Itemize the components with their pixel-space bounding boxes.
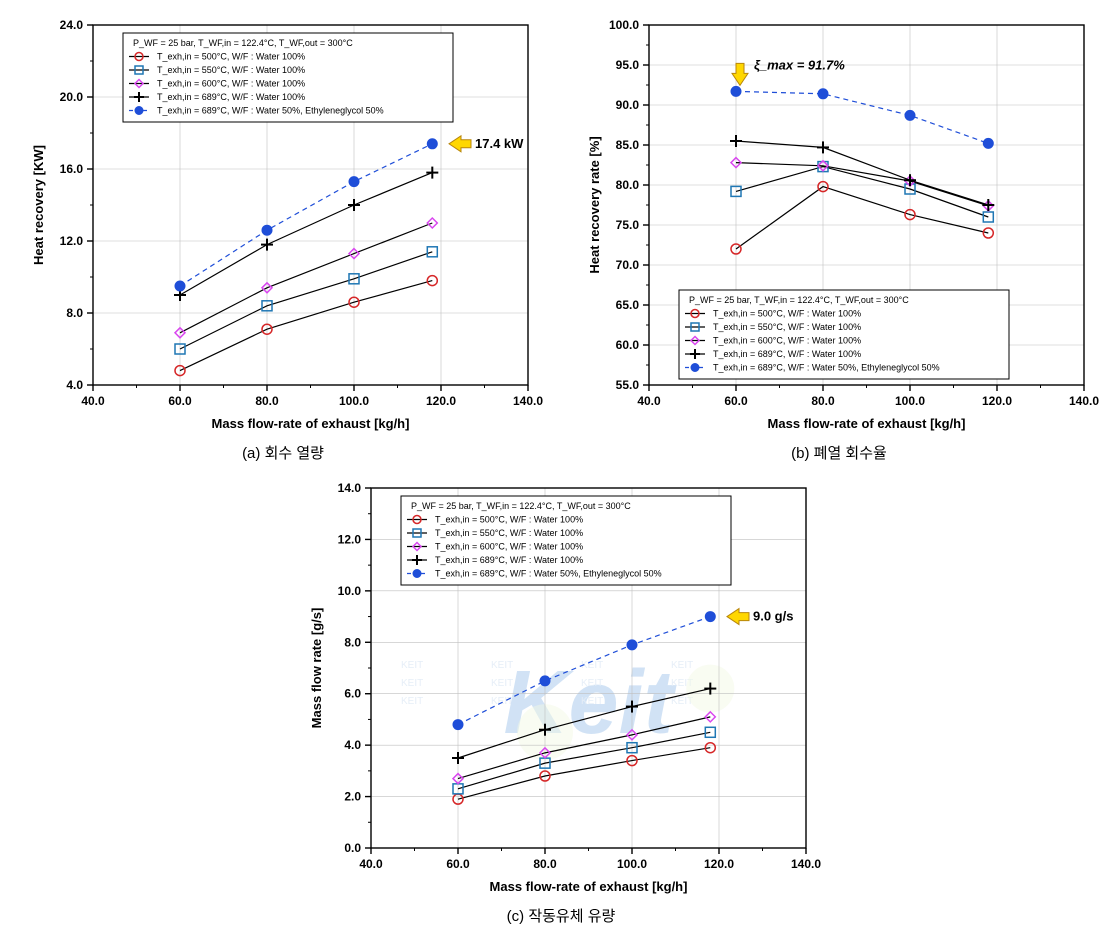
svg-text:KEIT: KEIT: [491, 660, 513, 671]
svg-text:20.0: 20.0: [60, 90, 84, 104]
svg-text:60.0: 60.0: [616, 338, 640, 352]
svg-text:40.0: 40.0: [637, 394, 661, 408]
svg-text:Mass flow-rate of exhaust [kg/: Mass flow-rate of exhaust [kg/h]: [490, 879, 688, 894]
svg-text:100.0: 100.0: [895, 394, 925, 408]
svg-text:T_exh,in = 600°C, W/F : Water: T_exh,in = 600°C, W/F : Water 100%: [157, 79, 305, 89]
svg-text:T_exh,in = 550°C, W/F : Water: T_exh,in = 550°C, W/F : Water 100%: [157, 65, 305, 75]
svg-text:P_WF = 25 bar, T_WF,in = 122.4: P_WF = 25 bar, T_WF,in = 122.4°C, T_WF,o…: [411, 501, 631, 511]
svg-text:8.0: 8.0: [344, 635, 361, 649]
svg-text:KEIT: KEIT: [491, 678, 513, 689]
svg-text:60.0: 60.0: [446, 857, 470, 871]
svg-text:T_exh,in = 689°C, W/F : Water: T_exh,in = 689°C, W/F : Water 100%: [157, 92, 305, 102]
svg-text:80.0: 80.0: [811, 394, 835, 408]
svg-text:T_exh,in = 689°C, W/F : Water: T_exh,in = 689°C, W/F : Water 100%: [713, 349, 861, 359]
svg-text:65.0: 65.0: [616, 298, 640, 312]
svg-text:100.0: 100.0: [617, 857, 647, 871]
svg-text:80.0: 80.0: [533, 857, 557, 871]
svg-text:KEIT: KEIT: [671, 660, 693, 671]
svg-text:Heat recovery [KW]: Heat recovery [KW]: [31, 145, 46, 265]
svg-text:T_exh,in = 550°C, W/F : Water: T_exh,in = 550°C, W/F : Water 100%: [435, 528, 583, 538]
svg-text:70.0: 70.0: [616, 258, 640, 272]
svg-text:10.0: 10.0: [338, 584, 362, 598]
svg-text:40.0: 40.0: [359, 857, 383, 871]
svg-text:60.0: 60.0: [168, 394, 192, 408]
svg-text:Heat recovery rate [%]: Heat recovery rate [%]: [587, 136, 602, 273]
chart-b-caption: (b) 폐열 회수율: [791, 442, 887, 463]
svg-text:T_exh,in = 500°C, W/F : Water: T_exh,in = 500°C, W/F : Water 100%: [157, 52, 305, 62]
chart-c-wrapper: KeitKEITKEITKEITKEITKEITKEITKEITKEITKEIT…: [301, 473, 821, 926]
chart-a: 40.0 60.0 80.0 100.0 120.0 140.0 4.0 8.0 12.0 16.…: [23, 10, 543, 440]
chart-c: KeitKEITKEITKEITKEITKEITKEITKEITKEITKEIT…: [301, 473, 821, 903]
svg-text:KEIT: KEIT: [491, 696, 513, 707]
svg-text:T_exh,in = 689°C, W/F : Water: T_exh,in = 689°C, W/F : Water 100%: [435, 555, 583, 565]
svg-text:KEIT: KEIT: [401, 660, 423, 671]
svg-text:Mass flow-rate of exhaust [kg/: Mass flow-rate of exhaust [kg/h]: [768, 416, 966, 431]
svg-text:P_WF = 25 bar, T_WF,in = 122.4: P_WF = 25 bar, T_WF,in = 122.4°C, T_WF,o…: [133, 38, 353, 48]
svg-text:100.0: 100.0: [339, 394, 369, 408]
svg-text:40.0: 40.0: [81, 394, 105, 408]
chart-c-caption: (c) 작동유체 유량: [507, 905, 616, 926]
svg-text:140.0: 140.0: [791, 857, 821, 871]
svg-text:T_exh,in = 689°C, W/F : Water: T_exh,in = 689°C, W/F : Water 50%, Ethyl…: [435, 569, 662, 579]
svg-text:95.0: 95.0: [616, 58, 640, 72]
chart-a-wrapper: 40.0 60.0 80.0 100.0 120.0 140.0 4.0 8.0 12.0 16.…: [10, 10, 556, 463]
svg-text:80.0: 80.0: [255, 394, 279, 408]
svg-text:140.0: 140.0: [1069, 394, 1099, 408]
svg-text:6.0: 6.0: [344, 687, 361, 701]
svg-text:120.0: 120.0: [426, 394, 456, 408]
svg-text:2.0: 2.0: [344, 790, 361, 804]
svg-text:Mass flow-rate of exhaust [kg/: Mass flow-rate of exhaust [kg/h]: [212, 416, 410, 431]
svg-text:T_exh,in = 600°C, W/F : Water: T_exh,in = 600°C, W/F : Water 100%: [435, 542, 583, 552]
svg-text:T_exh,in = 689°C, W/F : Water: T_exh,in = 689°C, W/F : Water 50%, Ethyl…: [157, 106, 384, 116]
svg-text:9.0 g/s: 9.0 g/s: [753, 609, 793, 624]
svg-text:T_exh,in = 550°C, W/F : Water: T_exh,in = 550°C, W/F : Water 100%: [713, 322, 861, 332]
svg-text:P_WF = 25 bar, T_WF,in = 122.4: P_WF = 25 bar, T_WF,in = 122.4°C, T_WF,o…: [689, 295, 909, 305]
svg-text:60.0: 60.0: [724, 394, 748, 408]
svg-text:85.0: 85.0: [616, 138, 640, 152]
svg-text:80.0: 80.0: [616, 178, 640, 192]
svg-text:KEIT: KEIT: [581, 678, 603, 689]
svg-text:KEIT: KEIT: [401, 678, 423, 689]
svg-text:ξ_max = 91.7%: ξ_max = 91.7%: [754, 57, 845, 72]
svg-text:100.0: 100.0: [609, 18, 639, 32]
svg-text:8.0: 8.0: [66, 306, 83, 320]
svg-text:24.0: 24.0: [60, 18, 84, 32]
svg-text:140.0: 140.0: [513, 394, 543, 408]
svg-text:12.0: 12.0: [60, 234, 84, 248]
svg-text:75.0: 75.0: [616, 218, 640, 232]
svg-text:T_exh,in = 500°C, W/F : Water: T_exh,in = 500°C, W/F : Water 100%: [713, 309, 861, 319]
chart-b: 40.0 60.0 80.0 100.0 120.0 140.0 55.0 60.0 65.0 7…: [579, 10, 1099, 440]
svg-text:12.0: 12.0: [338, 532, 362, 546]
chart-b-wrapper: 40.0 60.0 80.0 100.0 120.0 140.0 55.0 60.0 65.0 7…: [566, 10, 1102, 463]
svg-text:4.0: 4.0: [66, 378, 83, 392]
svg-text:14.0: 14.0: [338, 481, 362, 495]
svg-text:4.0: 4.0: [344, 738, 361, 752]
svg-text:KEIT: KEIT: [581, 696, 603, 707]
svg-text:T_exh,in = 500°C, W/F : Water: T_exh,in = 500°C, W/F : Water 100%: [435, 515, 583, 525]
svg-text:16.0: 16.0: [60, 162, 84, 176]
svg-text:T_exh,in = 689°C, W/F : Water: T_exh,in = 689°C, W/F : Water 50%, Ethyl…: [713, 363, 940, 373]
svg-text:17.4 kW: 17.4 kW: [475, 136, 524, 151]
svg-text:120.0: 120.0: [982, 394, 1012, 408]
chart-a-caption: (a) 회수 열량: [242, 442, 324, 463]
svg-text:120.0: 120.0: [704, 857, 734, 871]
svg-text:Mass flow rate [g/s]: Mass flow rate [g/s]: [309, 608, 324, 729]
svg-text:T_exh,in = 600°C, W/F : Water: T_exh,in = 600°C, W/F : Water 100%: [713, 336, 861, 346]
svg-text:KEIT: KEIT: [401, 696, 423, 707]
svg-text:55.0: 55.0: [616, 378, 640, 392]
svg-text:0.0: 0.0: [344, 841, 361, 855]
svg-text:90.0: 90.0: [616, 98, 640, 112]
